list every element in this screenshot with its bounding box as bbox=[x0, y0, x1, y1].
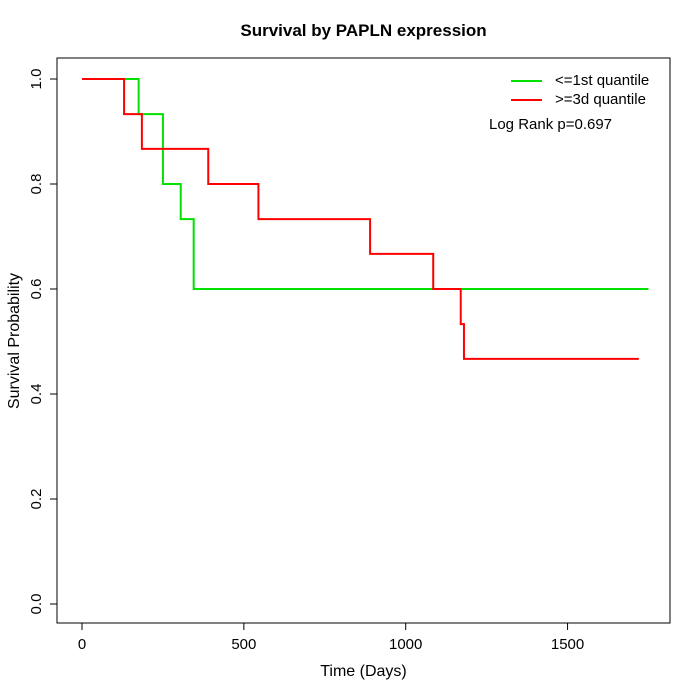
plot-box bbox=[56, 57, 671, 624]
km-curve-low-expression bbox=[82, 78, 649, 290]
legend-label-high: >=3d quantile bbox=[555, 91, 646, 108]
log-rank-annotation: Log Rank p=0.697 bbox=[489, 116, 613, 133]
x-tick-label: 0 bbox=[78, 636, 86, 653]
x-tick-label: 500 bbox=[231, 636, 256, 653]
legend-line-green bbox=[511, 79, 542, 82]
legend-entry-low: <=1st quantile bbox=[511, 71, 649, 90]
y-tick-label: 0.6 bbox=[28, 279, 45, 300]
y-axis-label: Survival Probability bbox=[6, 272, 23, 410]
y-tick-label: 1.0 bbox=[28, 69, 45, 90]
x-axis-label: Time (Days) bbox=[320, 663, 407, 680]
y-tick-label: 0.2 bbox=[28, 489, 45, 510]
y-tick-label: 0.4 bbox=[28, 384, 45, 405]
legend-entry-high: >=3d quantile bbox=[511, 90, 649, 109]
km-curve-high-expression bbox=[82, 78, 639, 360]
y-tick-label: 0.8 bbox=[28, 174, 45, 195]
legend: <=1st quantile >=3d quantile bbox=[511, 71, 649, 109]
legend-line-red bbox=[511, 98, 542, 101]
y-tick-label: 0.0 bbox=[28, 594, 45, 615]
chart-title: Survival by PAPLN expression bbox=[240, 21, 487, 40]
x-tick-label: 1000 bbox=[389, 636, 422, 653]
x-tick-label: 1500 bbox=[551, 636, 584, 653]
legend-label-low: <=1st quantile bbox=[555, 72, 650, 89]
